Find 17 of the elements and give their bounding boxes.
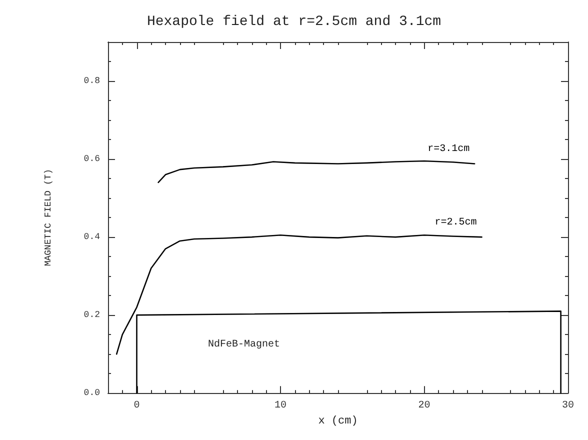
chart-title: Hexapole field at r=2.5cm and 3.1cm	[146, 14, 442, 30]
line-series	[116, 234, 482, 355]
line-series	[158, 160, 476, 184]
x-tick-label: 20	[418, 400, 430, 412]
x-tick-label: 10	[274, 400, 287, 412]
series-label: r=3.1cm	[428, 144, 470, 156]
y-axis-title: MAGNETIC FIELD (T)	[44, 168, 54, 266]
series-label: r=2.5cm	[434, 218, 477, 229]
x-tick-label: 0	[134, 400, 140, 412]
y-tick-label: 0.8	[84, 76, 100, 86]
annotation: NdFeB-Magnet	[208, 338, 280, 350]
y-tick-label: 0.0	[84, 388, 100, 398]
y-tick-label: 0.2	[84, 310, 100, 320]
x-axis-title: x (cm)	[318, 416, 358, 428]
y-tick-label: 0.4	[84, 232, 100, 242]
x-tick-label: 30	[562, 400, 574, 412]
y-tick-label: 0.6	[84, 154, 100, 164]
